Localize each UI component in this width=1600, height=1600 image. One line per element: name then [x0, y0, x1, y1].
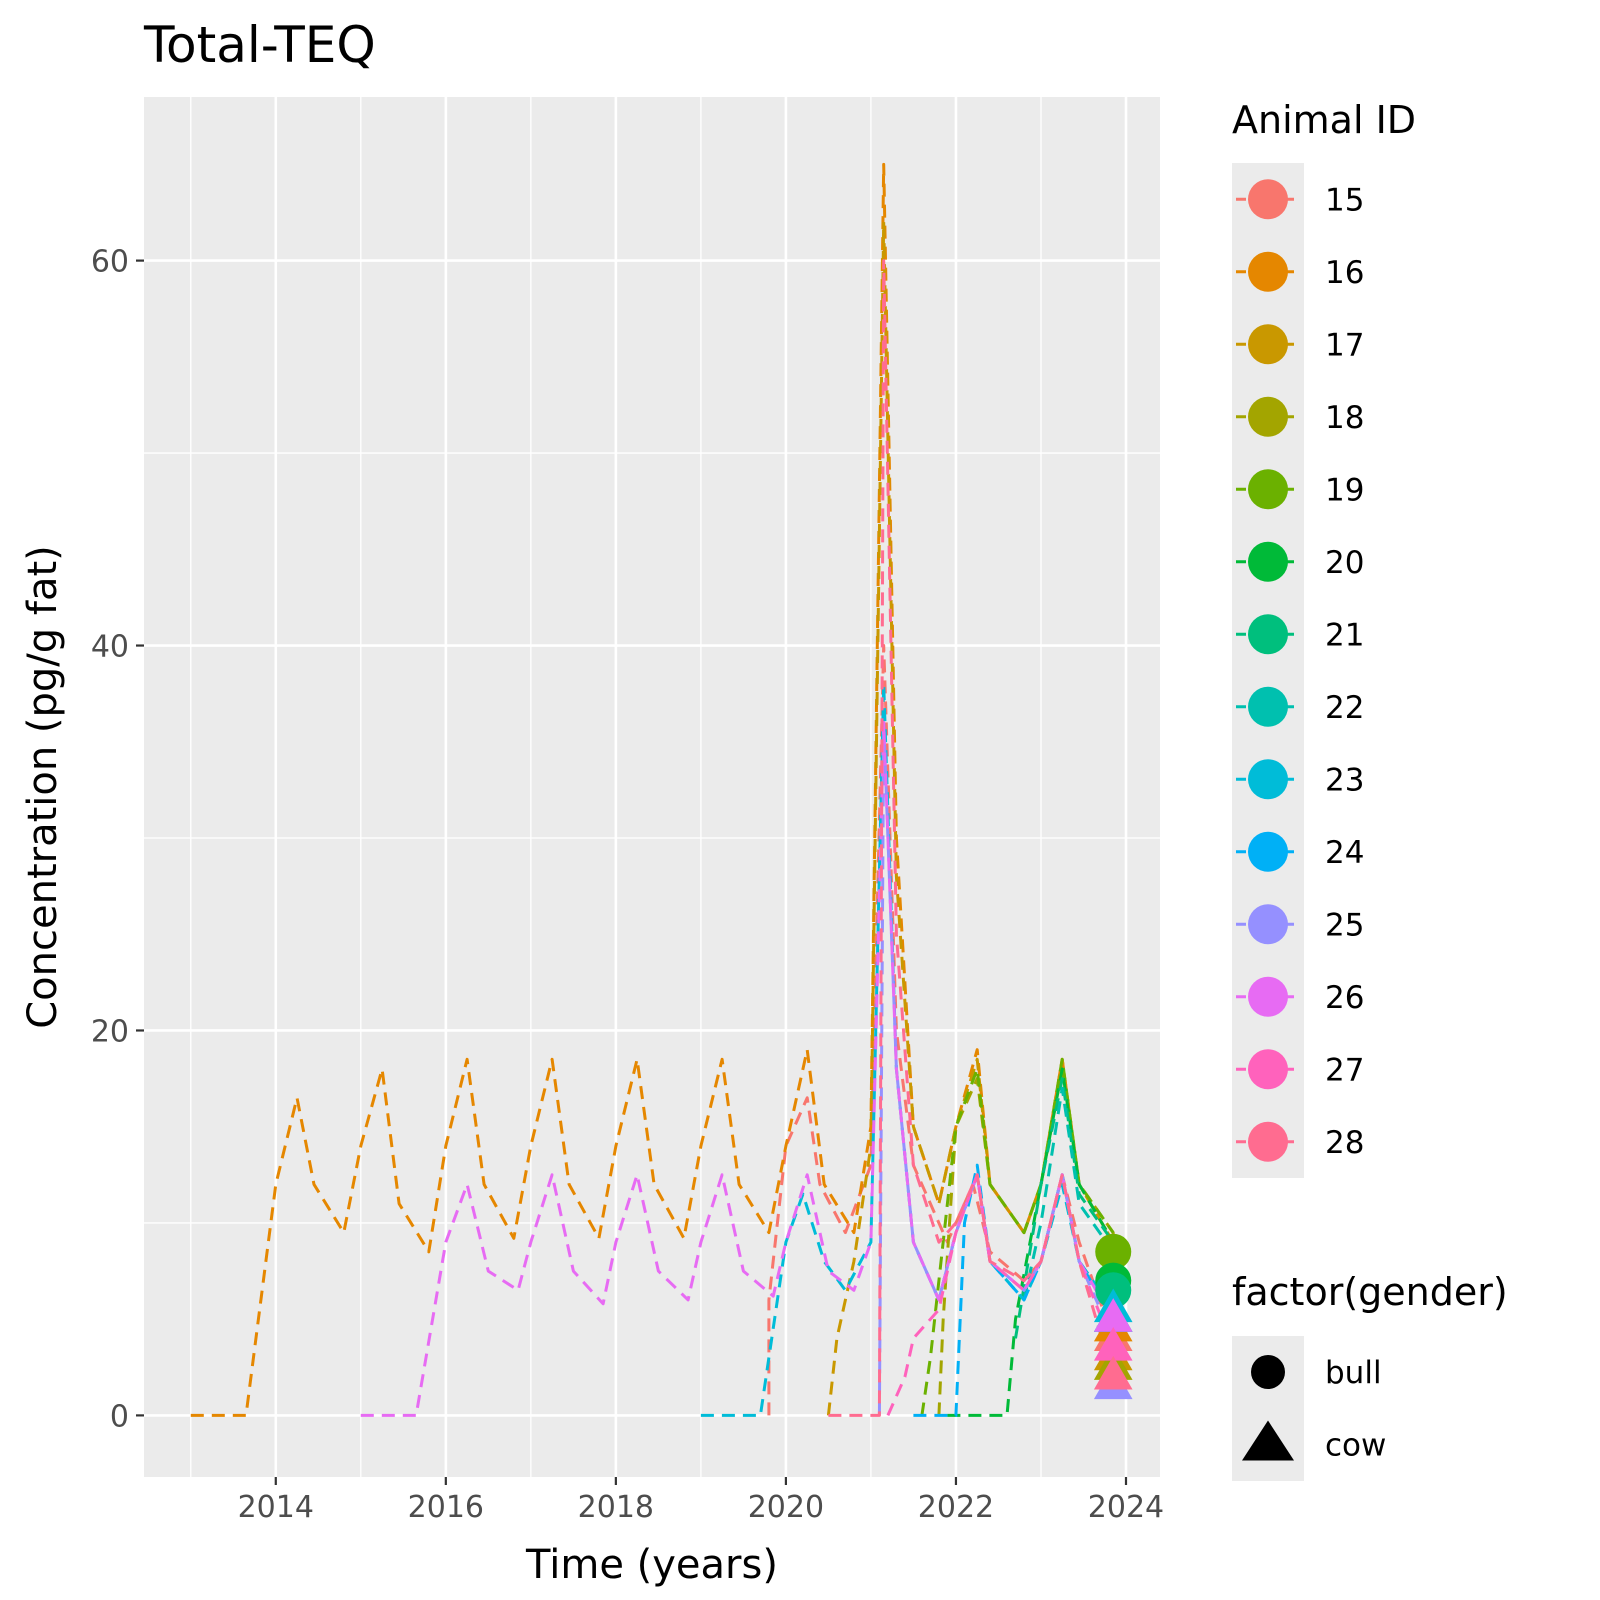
- x-tick-label: 2022: [918, 1490, 994, 1525]
- axes: 2014 2016 2018 2020 2022 2024 0 20 40 60: [91, 245, 1164, 1525]
- series-line-21: [1014, 1077, 1115, 1339]
- colour-legend-key-dot: [1248, 686, 1288, 727]
- y-tick-label: 20: [91, 1014, 129, 1049]
- chart-title: Total-TEQ: [143, 16, 376, 74]
- series-line-20: [947, 1067, 1115, 1417]
- colour-legend-label: 27: [1325, 1052, 1364, 1088]
- colour-legend-key-dot: [1248, 1121, 1288, 1162]
- colour-legend-key-dot: [1248, 179, 1288, 220]
- x-tick-label: 2018: [578, 1490, 654, 1525]
- colour-legend-key-dot: [1248, 831, 1288, 872]
- colour-legend-label: 19: [1325, 472, 1364, 508]
- shape-legend: factor(gender) bull cow: [1232, 1270, 1508, 1481]
- grid-lines: [144, 97, 1160, 1477]
- colour-legend-label: 25: [1325, 907, 1364, 943]
- shape-legend-title: factor(gender): [1232, 1270, 1508, 1314]
- colour-legend-keys-bg: [1232, 163, 1304, 1178]
- colour-legend-key-dot: [1248, 541, 1288, 582]
- shape-legend-label: bull: [1325, 1355, 1382, 1391]
- colour-legend-label: 21: [1325, 617, 1364, 653]
- x-tick-label: 2020: [748, 1490, 824, 1525]
- colour-legend-label: 20: [1325, 545, 1364, 581]
- series-line-26: [360, 721, 1115, 1417]
- y-tick-label: 40: [91, 630, 129, 665]
- y-axis-title: Concentration (pg/g fat): [20, 545, 66, 1029]
- marker-cow-27: [1093, 1327, 1133, 1361]
- colour-legend-label: 28: [1325, 1125, 1364, 1161]
- colour-legend-label: 24: [1325, 835, 1364, 871]
- x-tick-label: 2016: [408, 1490, 484, 1525]
- y-tick-label: 60: [91, 245, 129, 280]
- shape-legend-key-circle: [1251, 1355, 1285, 1389]
- colour-legend-label: 18: [1325, 400, 1364, 436]
- marker-bull-19: [1095, 1233, 1132, 1270]
- shape-legend-key-triangle: [1242, 1420, 1294, 1461]
- colour-legend-key-dot: [1248, 759, 1288, 800]
- colour-legend-key-dot: [1248, 614, 1288, 655]
- end-markers: [1093, 1233, 1133, 1400]
- colour-legend-label: 22: [1325, 690, 1364, 726]
- marker-cow-28: [1093, 1355, 1133, 1390]
- colour-legend: Animal ID 15 16 17 18 19 20 21 22 23 24 25 26 27 28: [1232, 98, 1416, 1178]
- colour-legend-key-dot: [1248, 324, 1288, 365]
- colour-legend-label: 17: [1325, 327, 1364, 363]
- series-lines: [190, 162, 1115, 1417]
- x-tick-label: 2014: [238, 1490, 314, 1525]
- colour-legend-label: 23: [1325, 762, 1364, 798]
- colour-legend-key-dot: [1248, 469, 1288, 510]
- y-tick-label: 0: [110, 1399, 129, 1434]
- colour-legend-label: 16: [1325, 255, 1364, 291]
- colour-legend-label: 26: [1325, 980, 1364, 1016]
- colour-legend-key-dot: [1248, 251, 1288, 292]
- colour-legend-key-dot: [1248, 1049, 1288, 1090]
- marker-cow-26: [1093, 1298, 1133, 1332]
- colour-legend-key-dot: [1248, 904, 1288, 945]
- shape-legend-label: cow: [1325, 1428, 1386, 1464]
- series-line-22: [1022, 1086, 1115, 1301]
- colour-legend-key-dot: [1248, 976, 1288, 1017]
- colour-legend-label: 15: [1325, 182, 1364, 218]
- colour-legend-key-dot: [1248, 396, 1288, 437]
- colour-legend-title: Animal ID: [1232, 98, 1416, 142]
- x-axis-title: Time (years): [525, 1542, 778, 1588]
- x-tick-label: 2024: [1088, 1490, 1164, 1525]
